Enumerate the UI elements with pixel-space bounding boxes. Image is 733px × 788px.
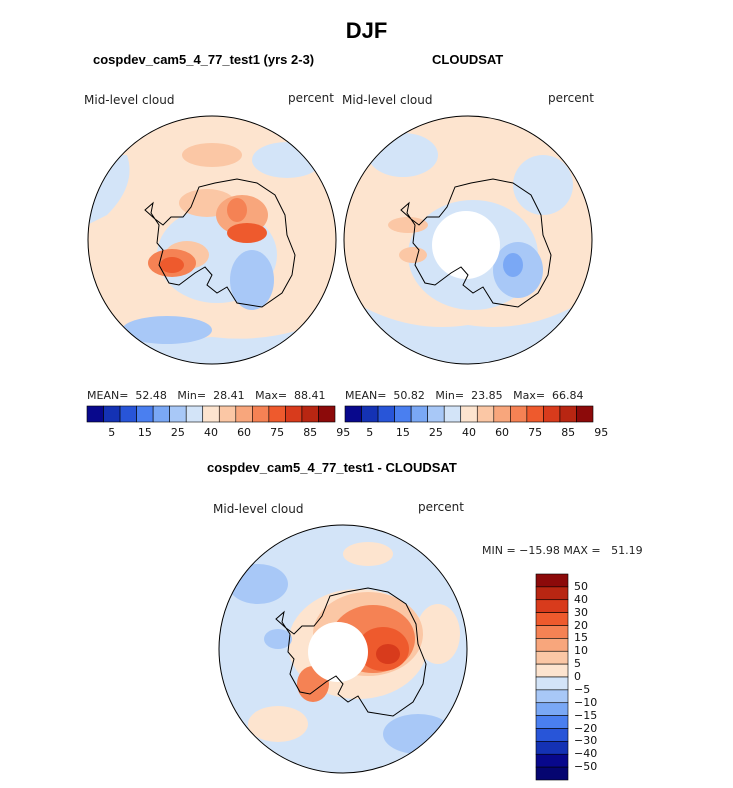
colorbar-tick-label: −30 — [574, 734, 598, 748]
colorbar-tick-label: 50 — [574, 579, 588, 593]
colorbar-swatch — [169, 405, 187, 423]
colorbar-tick-label: 10 — [574, 644, 588, 658]
colorbar-tick-label: −5 — [574, 682, 591, 696]
colorbar-swatch — [252, 405, 270, 423]
colorbar-swatch — [535, 638, 569, 652]
panel-1-units-label: percent — [288, 91, 334, 105]
colorbar-swatch — [86, 405, 104, 423]
colorbar-swatch — [202, 405, 220, 423]
page-title: DJF — [345, 18, 388, 43]
colorbar-swatch — [285, 405, 303, 423]
colorbar-swatch — [318, 405, 336, 423]
colorbar-swatch — [535, 573, 569, 588]
colorbar-tick-label: 40 — [574, 592, 588, 606]
colorbar-swatch — [119, 405, 137, 423]
panel-2-colorbar — [344, 405, 594, 423]
panel-2-heading: CLOUDSAT — [432, 52, 504, 67]
colorbar-tick-label: 95 — [594, 426, 609, 439]
colorbar-swatch — [510, 405, 528, 423]
panel-1-variable-label: Mid-level cloud — [84, 93, 175, 107]
colorbar-swatch — [493, 405, 511, 423]
diff-colorbar — [535, 573, 569, 781]
colorbar-swatch — [218, 405, 237, 423]
colorbar-swatch — [460, 405, 478, 423]
diff-stats: MIN = −15.98 MAX = 51.19 — [482, 544, 643, 557]
colorbar-swatch — [301, 405, 319, 423]
colorbar-tick-label: 85 — [303, 426, 318, 439]
colorbar-tick-label: 75 — [528, 426, 543, 439]
colorbar-swatch — [535, 689, 569, 704]
colorbar-tick-label: 40 — [462, 426, 476, 439]
colorbar-tick-label: 5 — [574, 657, 581, 671]
diff-map — [218, 524, 468, 774]
colorbar-tick-label: 85 — [561, 426, 576, 439]
colorbar-tick-label: 25 — [170, 426, 185, 439]
colorbar-tick-label: 20 — [574, 618, 588, 632]
colorbar-swatch — [535, 741, 569, 755]
colorbar-swatch — [535, 728, 569, 742]
colorbar-swatch — [235, 405, 253, 423]
colorbar-tick-label: 30 — [574, 605, 588, 619]
panel-2-variable-label: Mid-level cloud — [342, 93, 433, 107]
colorbar-swatch — [427, 405, 445, 423]
colorbar-swatch — [185, 405, 204, 423]
colorbar-tick-label: 0 — [574, 670, 581, 683]
colorbar-tick-label: 40 — [204, 426, 218, 439]
colorbar-swatch — [103, 405, 121, 423]
colorbar-swatch — [535, 753, 569, 768]
panel-2-units-label: percent — [548, 91, 594, 105]
colorbar-swatch — [377, 405, 395, 423]
colorbar-tick-label: 15 — [395, 426, 410, 439]
colorbar-tick-label: 5 — [108, 426, 116, 439]
colorbar-tick-label: −40 — [574, 747, 598, 761]
colorbar-tick-label: 25 — [428, 426, 443, 439]
colorbar-tick-label: −20 — [574, 721, 598, 735]
colorbar-swatch — [152, 405, 170, 423]
panel-1-heading: cospdev_cam5_4_77_test1 (yrs 2-3) — [93, 52, 315, 67]
colorbar-tick-label: −10 — [574, 695, 598, 709]
colorbar-swatch — [576, 405, 594, 423]
colorbar-swatch — [535, 766, 569, 781]
panel-1-map — [87, 115, 337, 365]
colorbar-swatch — [410, 405, 428, 423]
panel-2-stats: MEAN= 50.82 Min= 23.85 Max= 66.84 — [345, 389, 584, 402]
colorbar-swatch — [535, 586, 569, 601]
colorbar-swatch — [526, 405, 544, 423]
colorbar-swatch — [476, 405, 495, 423]
diff-units-label: percent — [418, 500, 464, 514]
colorbar-swatch — [136, 405, 154, 423]
colorbar-tick-label: −15 — [574, 708, 598, 722]
colorbar-swatch — [535, 715, 569, 729]
colorbar-swatch — [535, 599, 569, 613]
colorbar-swatch — [535, 676, 569, 691]
colorbar-swatch — [535, 612, 569, 626]
colorbar-tick-label: 95 — [336, 426, 351, 439]
panel-1-colorbar — [86, 405, 336, 423]
colorbar-tick-label: 15 — [574, 631, 588, 645]
colorbar-swatch — [535, 650, 569, 665]
colorbar-tick-label: −50 — [574, 760, 598, 774]
colorbar-swatch — [535, 663, 569, 678]
diff-variable-label: Mid-level cloud — [213, 502, 304, 516]
colorbar-swatch — [268, 405, 286, 423]
panel-2-map — [343, 115, 593, 365]
colorbar-swatch — [361, 405, 379, 423]
colorbar-tick-label: 15 — [137, 426, 152, 439]
panel-1-stats: MEAN= 52.48 Min= 28.41 Max= 88.41 — [87, 389, 326, 402]
colorbar-tick-label: 75 — [270, 426, 285, 439]
colorbar-tick-label: 60 — [237, 426, 252, 439]
colorbar-swatch — [559, 405, 577, 423]
colorbar-swatch — [443, 405, 462, 423]
colorbar-swatch — [535, 625, 569, 639]
colorbar-swatch — [344, 405, 362, 423]
diff-heading: cospdev_cam5_4_77_test1 - CLOUDSAT — [207, 460, 457, 475]
colorbar-swatch — [394, 405, 412, 423]
colorbar-swatch — [535, 702, 569, 716]
colorbar-swatch — [543, 405, 561, 423]
colorbar-tick-label: 60 — [495, 426, 510, 439]
colorbar-tick-label: 5 — [366, 426, 374, 439]
